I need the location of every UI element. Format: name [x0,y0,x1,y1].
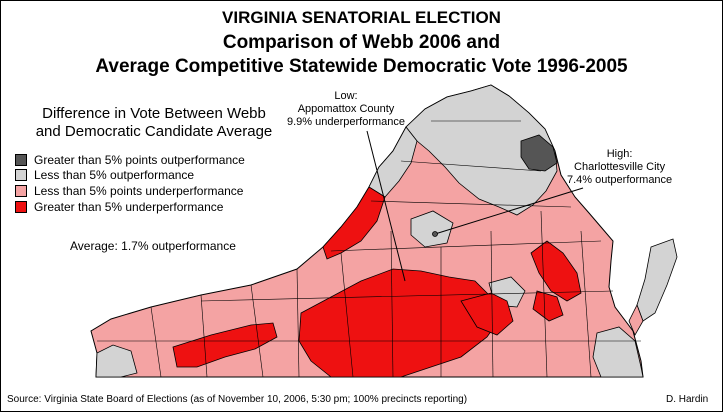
region-red-valley [322,186,386,260]
high-annotation-line-1: High: [606,148,633,160]
high-annotation-leader [434,187,584,235]
legend-item-pink: Less than 5% points underperformance [15,184,243,198]
low-annotation-line-2: Appomattox County [297,103,395,115]
legend-item-light-gray: Less than 5% outperformance [15,168,194,182]
legend-item-red: Greater than 5% underperformance [15,200,223,214]
low-annotation-leader [366,130,406,282]
region-eastern-shore [636,238,678,322]
legend-label: Less than 5% points underperformance [34,184,244,198]
title-line-2: Comparison of Webb 2006 and [222,32,501,53]
legend-swatch [15,154,27,166]
region-red-east-2 [532,290,564,322]
legend-heading-line-2: and Democratic Candidate Average [35,123,273,140]
legend-swatch [15,201,27,213]
legend-item-dark-gray: Greater than 5% points outperformance [15,153,245,167]
low-annotation-line-1: Low: [334,90,358,102]
legend-label: Greater than 5% underperformance [34,200,224,214]
region-southwest-gray [95,344,138,378]
title-line-1: VIRGINIA SENATORIAL ELECTION [222,8,501,27]
legend-label: Greater than 5% points outperformance [34,153,245,167]
average-note: Average: 1.7% outperformance [70,239,236,253]
legend-swatch [15,185,27,197]
high-annotation: High: Charlottesville City 7.4% outperfo… [567,148,672,187]
region-eastern-shore-south [628,304,644,336]
region-red-southwest [172,322,278,368]
high-annotation-line-2: Charlottesville City [574,161,666,173]
charlottesville-marker [432,231,438,237]
region-hampton-gray [592,326,644,378]
source-note: Source: Virginia State Board of Election… [7,394,468,405]
legend-heading-line-1: Difference in Vote Between Webb [42,105,266,122]
region-red-mid [460,292,514,336]
author-credit: D. Hardin [666,394,709,405]
high-annotation-line-3: 7.4% outperformance [567,174,673,186]
region-northern-virginia [405,84,558,216]
county-fairfax [520,134,558,172]
region-west-gray-2 [410,210,454,248]
title-line-3: Average Competitive Statewide Democratic… [95,56,628,77]
county-borders [97,120,641,378]
low-annotation: Low: Appomattox County 9.9% underperform… [287,90,405,129]
legend-heading: Difference in Vote Between Webb and Demo… [23,105,285,141]
region-red-eastern [530,240,582,302]
legend-swatch [15,169,27,181]
legend-label: Less than 5% outperformance [34,168,195,182]
region-west-gray-1 [368,126,418,198]
low-annotation-line-3: 9.9% underperformance [287,116,406,128]
